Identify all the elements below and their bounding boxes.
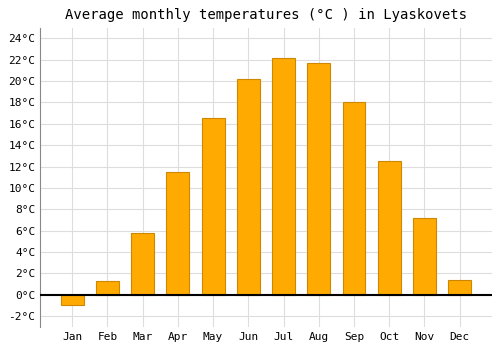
- Bar: [413, 218, 436, 295]
- Bar: [96, 281, 119, 295]
- Bar: [131, 233, 154, 295]
- Bar: [448, 280, 471, 295]
- Title: Average monthly temperatures (°C ) in Lyaskovets: Average monthly temperatures (°C ) in Ly…: [65, 8, 467, 22]
- Bar: [272, 58, 295, 295]
- Bar: [202, 119, 224, 295]
- Bar: [342, 103, 365, 295]
- Bar: [237, 79, 260, 295]
- Bar: [60, 295, 84, 306]
- Bar: [308, 63, 330, 295]
- Bar: [166, 172, 190, 295]
- Bar: [378, 161, 400, 295]
